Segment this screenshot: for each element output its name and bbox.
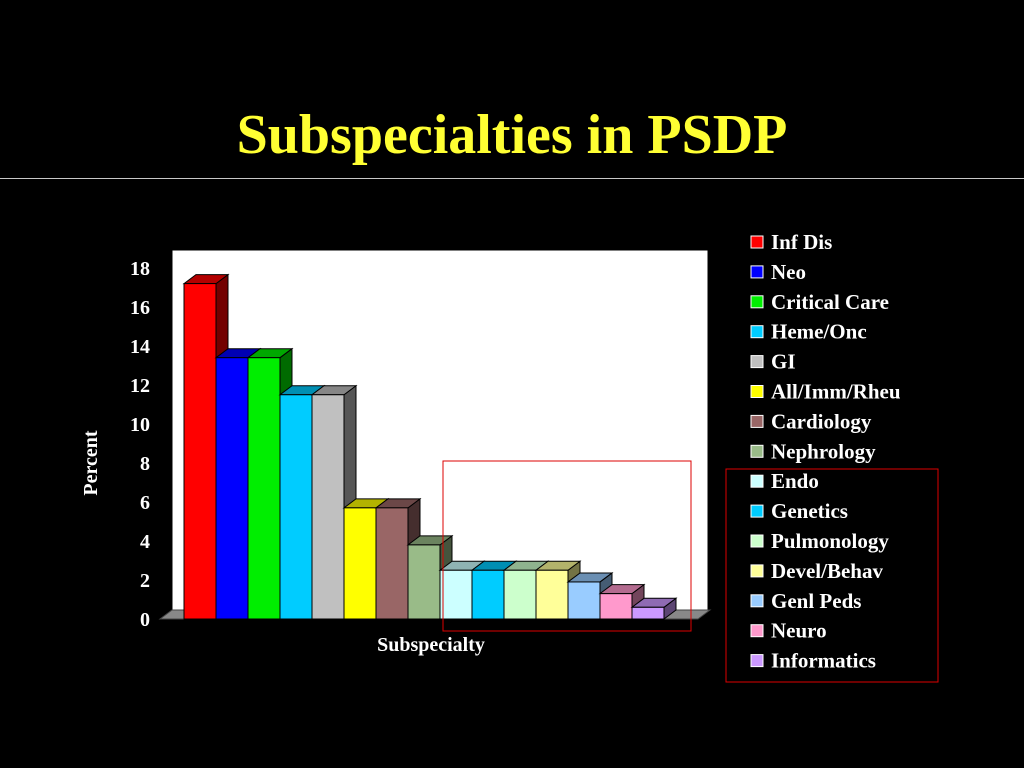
y-tick-label: 4 — [140, 531, 150, 553]
legend-swatch — [750, 594, 764, 608]
bar-front — [375, 507, 409, 620]
legend-swatch — [750, 474, 764, 488]
legend-swatch — [750, 325, 764, 339]
x-axis-label: Subspecialty — [377, 634, 485, 656]
y-tick-label: 12 — [130, 375, 150, 397]
bar-front — [439, 569, 473, 620]
legend-label: Endo — [771, 469, 819, 493]
legend-item: Heme/Onc — [750, 320, 867, 344]
legend-swatch — [750, 504, 764, 518]
legend-item: Neo — [750, 260, 806, 284]
legend-label: Heme/Onc — [771, 320, 867, 344]
bar-front — [567, 581, 601, 620]
legend-label: GI — [771, 350, 796, 374]
y-tick-label: 0 — [140, 609, 150, 631]
legend-label: Genl Peds — [771, 589, 861, 613]
bar-front — [471, 569, 505, 620]
legend-swatch — [750, 654, 764, 668]
legend-swatch — [750, 414, 764, 428]
y-tick-label: 2 — [140, 570, 150, 592]
legend-item: GI — [750, 350, 796, 374]
highlight-box-legend — [725, 468, 939, 683]
legend-item: Genetics — [750, 499, 848, 523]
legend: Inf Dis Neo Critical Care Heme/Onc GI All/Imm… — [750, 230, 901, 673]
legend-label: All/Imm/Rheu — [771, 380, 901, 404]
bar-front — [215, 357, 249, 620]
legend-item: Inf Dis — [750, 230, 832, 254]
y-tick-label: 14 — [130, 336, 150, 358]
y-tick-label: 6 — [140, 492, 150, 514]
legend-swatch — [750, 355, 764, 369]
bar-front — [311, 394, 345, 620]
title-divider — [0, 178, 1024, 179]
bar-front — [247, 357, 281, 620]
legend-item: Endo — [750, 469, 819, 493]
legend-item: Critical Care — [750, 290, 889, 314]
y-tick-label: 10 — [130, 414, 150, 436]
bar-front — [535, 569, 569, 620]
bar-front — [407, 544, 441, 620]
y-axis-ticks: 0 2 4 6 8 10 12 14 16 18 — [130, 258, 150, 631]
legend-item: Informatics — [750, 649, 876, 673]
legend-swatch — [750, 444, 764, 458]
legend-item: Pulmonology — [750, 529, 889, 553]
legend-swatch — [750, 295, 764, 309]
bar-front — [279, 394, 313, 620]
y-tick-label: 16 — [130, 297, 150, 319]
legend-label: Neo — [771, 260, 806, 284]
y-tick-label: 8 — [140, 453, 150, 475]
legend-swatch — [750, 235, 764, 249]
highlight-box-bars — [442, 460, 692, 632]
legend-label: Informatics — [771, 649, 876, 673]
y-axis-label: Percent — [80, 430, 102, 495]
legend-item: Neuro — [750, 619, 827, 643]
legend-swatch — [750, 385, 764, 398]
legend-label: Devel/Behav — [771, 559, 883, 583]
legend-label: Nephrology — [771, 439, 876, 463]
legend-item: All/Imm/Rheu — [750, 380, 901, 404]
legend-label: Pulmonology — [771, 529, 889, 553]
legend-swatch — [750, 534, 764, 548]
legend-label: Neuro — [771, 619, 827, 643]
legend-item: Devel/Behav — [750, 559, 883, 583]
legend-item: Genl Peds — [750, 589, 861, 613]
legend-label: Inf Dis — [771, 230, 832, 254]
slide-title: Subspecialties in PSDP — [236, 104, 788, 166]
legend-item: Cardiology — [750, 409, 872, 433]
bar-front — [183, 283, 217, 620]
bar-front — [631, 606, 665, 620]
y-tick-label: 18 — [130, 258, 150, 280]
bar-front — [599, 593, 633, 620]
bar — [630, 597, 678, 620]
legend-label: Genetics — [771, 499, 848, 523]
bar-front — [343, 507, 377, 620]
bars — [182, 273, 678, 620]
bar-front — [503, 569, 537, 620]
legend-swatch — [750, 564, 764, 578]
legend-swatch — [750, 265, 764, 279]
legend-item: Nephrology — [750, 439, 876, 463]
legend-label: Cardiology — [771, 409, 872, 433]
legend-swatch — [750, 624, 764, 638]
legend-label: Critical Care — [771, 290, 889, 314]
